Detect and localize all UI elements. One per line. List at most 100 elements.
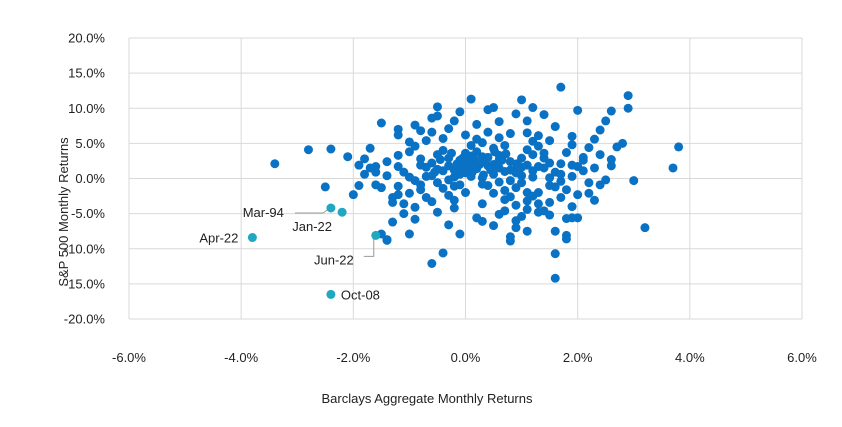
- data-point: [545, 173, 555, 183]
- annotation-leaders: [294, 208, 375, 257]
- highlight-point: [326, 203, 336, 213]
- x-tick-label: 0.0%: [451, 350, 481, 365]
- data-point: [500, 140, 510, 150]
- data-point: [556, 192, 566, 202]
- y-tick-label: 0.0%: [75, 171, 105, 186]
- data-point: [404, 172, 414, 182]
- y-tick-label: 5.0%: [75, 136, 105, 151]
- data-point: [494, 163, 504, 173]
- data-point: [472, 119, 482, 129]
- data-point: [393, 181, 403, 191]
- data-point: [567, 140, 577, 150]
- gridlines: [128, 37, 803, 320]
- data-point: [500, 185, 510, 195]
- annotation-label: Mar-94: [243, 205, 284, 220]
- data-point: [517, 178, 527, 188]
- data-point: [393, 150, 403, 160]
- data-point: [416, 160, 426, 170]
- data-point: [360, 169, 370, 179]
- y-tick-label: 15.0%: [68, 66, 105, 81]
- highlight-point: [337, 207, 347, 217]
- data-point: [511, 109, 521, 119]
- data-point: [348, 190, 358, 200]
- annotation-label: Oct-08: [341, 287, 380, 302]
- data-point: [584, 188, 594, 198]
- data-point: [416, 180, 426, 190]
- data-point: [533, 131, 543, 141]
- data-point: [589, 163, 599, 173]
- data-point: [343, 152, 353, 162]
- data-point: [589, 134, 599, 144]
- x-tick-label: -6.0%: [112, 350, 146, 365]
- data-point: [461, 165, 470, 175]
- data-points: [270, 82, 684, 283]
- data-point: [326, 144, 336, 154]
- data-point: [446, 148, 456, 158]
- x-axis-title: Barclays Aggregate Monthly Returns: [322, 391, 533, 406]
- data-point: [601, 116, 611, 126]
- highlight-points: [247, 203, 381, 299]
- data-point: [388, 217, 398, 227]
- data-point: [393, 162, 403, 172]
- highlight-point: [326, 289, 336, 299]
- data-point: [365, 143, 375, 153]
- data-point: [444, 220, 454, 230]
- data-point: [421, 171, 431, 181]
- data-point: [458, 153, 468, 163]
- x-tick-label: 6.0%: [787, 350, 817, 365]
- data-point: [388, 192, 398, 202]
- data-point: [584, 143, 594, 153]
- annotation-leader-line: [363, 237, 375, 257]
- data-point: [606, 155, 616, 165]
- data-point: [533, 141, 543, 151]
- x-tick-label: -2.0%: [336, 350, 370, 365]
- highlight-point: [371, 230, 381, 240]
- data-point: [376, 183, 386, 193]
- data-point: [511, 200, 521, 210]
- data-point: [505, 236, 515, 246]
- data-point: [466, 94, 476, 104]
- data-point: [550, 273, 560, 283]
- data-point: [421, 136, 431, 146]
- data-point: [320, 182, 330, 192]
- data-point: [399, 199, 409, 209]
- data-point: [556, 159, 566, 169]
- data-point: [533, 199, 543, 209]
- data-point: [578, 166, 588, 176]
- data-point: [494, 133, 504, 143]
- data-point: [556, 82, 566, 92]
- data-point: [545, 197, 555, 207]
- data-point: [444, 161, 454, 171]
- data-point: [533, 188, 543, 198]
- data-point: [640, 223, 650, 233]
- data-point: [517, 95, 527, 105]
- data-point: [545, 136, 555, 146]
- data-point: [438, 183, 448, 193]
- data-point: [606, 161, 616, 171]
- data-point: [567, 160, 577, 170]
- data-point: [584, 178, 594, 188]
- data-point: [561, 148, 571, 158]
- data-point: [545, 181, 555, 191]
- highlight-point: [247, 233, 257, 243]
- x-axis-ticks: -6.0% -4.0% -2.0% 0.0% 2.0% 4.0% 6.0%: [112, 350, 817, 365]
- data-point: [550, 226, 560, 236]
- data-point: [573, 190, 583, 200]
- data-point: [522, 226, 532, 236]
- data-point: [435, 155, 445, 165]
- data-point: [517, 162, 527, 172]
- data-point: [500, 195, 510, 205]
- data-point: [461, 188, 470, 198]
- annotation-label: Jan-22: [292, 219, 332, 234]
- data-point: [427, 197, 437, 207]
- data-point: [489, 188, 499, 198]
- data-point: [477, 179, 487, 189]
- data-point: [561, 234, 571, 244]
- data-point: [505, 176, 515, 186]
- data-point: [550, 122, 560, 132]
- x-tick-label: 4.0%: [675, 350, 705, 365]
- data-point: [410, 202, 420, 212]
- y-tick-label: 20.0%: [68, 31, 105, 46]
- data-point: [567, 131, 577, 141]
- data-point: [449, 116, 459, 126]
